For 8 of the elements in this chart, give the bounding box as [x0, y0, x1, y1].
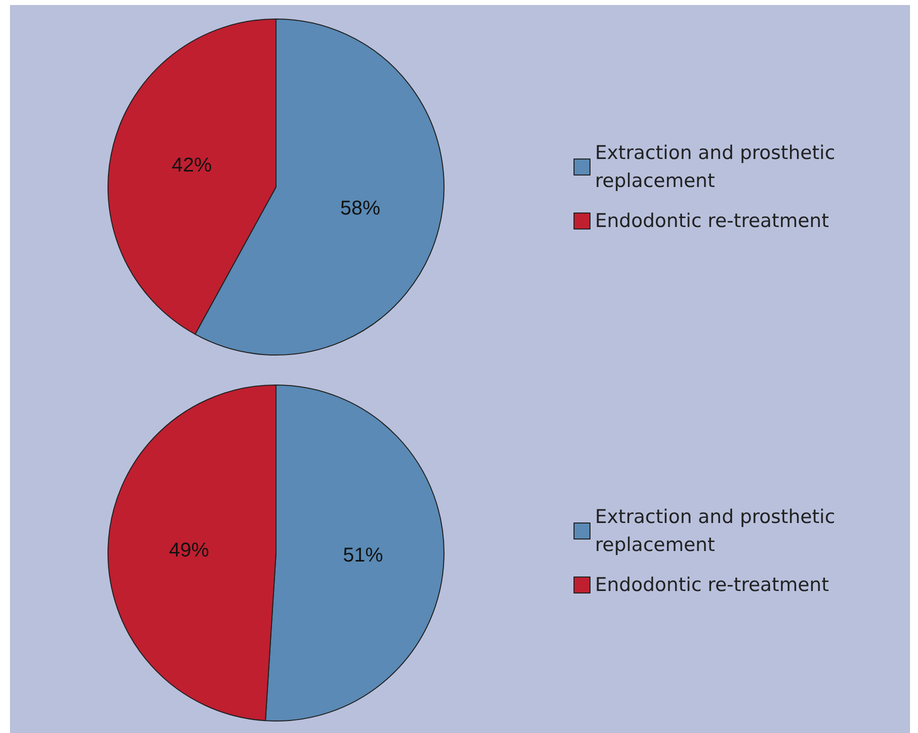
legend-label: Endodontic re-treatment: [595, 574, 829, 596]
legend-label: Extraction and prosthetic replacement: [595, 506, 842, 556]
data-label: 49%: [169, 539, 210, 562]
data-label: 51%: [342, 544, 384, 567]
data-label: 42%: [172, 154, 212, 176]
data-label: 58%: [340, 198, 380, 220]
legend-label: Extraction and prosthetic replacement: [595, 142, 842, 192]
legend-label: Endodontic re-treatment: [595, 210, 829, 232]
